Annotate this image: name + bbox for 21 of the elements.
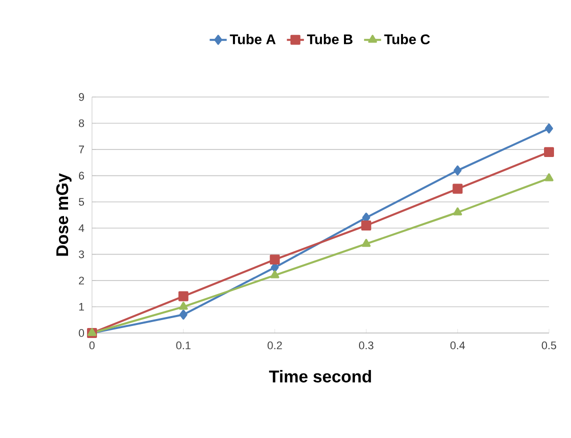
y-tick-label: 1 [79,303,84,311]
legend-label: Tube C [384,34,430,44]
y-tick-label: 9 [78,93,84,101]
y-axis-title: Dose mGy [56,173,72,256]
x-tick-label: 0.2 [268,342,282,350]
y-tick-label: 6 [78,172,84,180]
y-tick-label: 0 [78,329,84,337]
legend-label: Tube B [307,34,352,44]
x-tick-label: 0 [89,342,95,350]
x-tick-label: 0.4 [450,342,465,350]
x-tick-label: 0.5 [542,342,556,350]
y-tick-label: 7 [78,146,84,154]
y-tick-label: 8 [78,119,84,128]
y-tick-label: 3 [78,250,84,258]
y-tick-label: 5 [78,198,84,206]
y-tick-label: 2 [78,276,84,284]
x-tick-label: 0.3 [359,342,374,350]
y-tick-label: 4 [78,224,84,232]
x-axis-title: Time second [269,370,371,382]
x-tick-label: 0.1 [176,342,190,350]
legend-label: Tube A [230,34,276,44]
